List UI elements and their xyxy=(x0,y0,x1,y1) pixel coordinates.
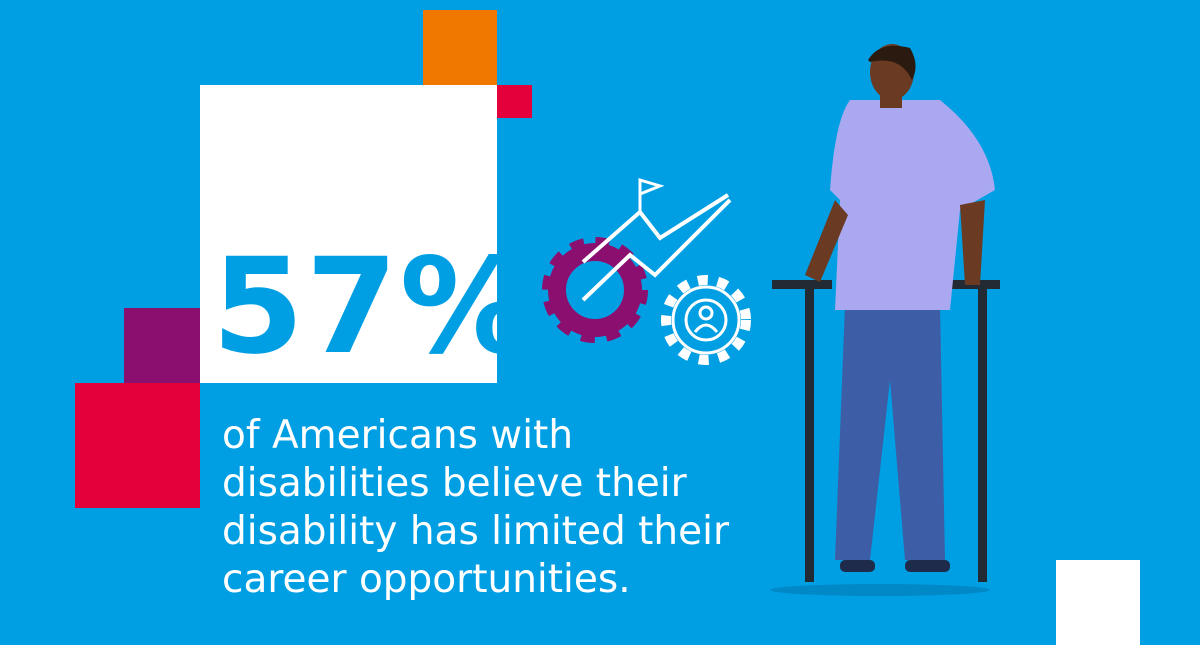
statistic: 57% xyxy=(212,230,534,384)
red-square xyxy=(75,383,200,508)
white-square xyxy=(200,85,497,383)
purple-square xyxy=(124,308,200,383)
red-small-square xyxy=(497,85,532,118)
description-line: career opportunities. xyxy=(222,557,631,602)
gears-icon xyxy=(542,177,751,365)
orange-square xyxy=(423,10,497,85)
person-illustration xyxy=(770,44,1000,596)
description-line: of Americans with xyxy=(222,413,573,458)
description-line: disability has limited their xyxy=(222,509,730,554)
description-line: disabilities believe their xyxy=(222,461,688,506)
white-corner-square xyxy=(1056,560,1140,645)
